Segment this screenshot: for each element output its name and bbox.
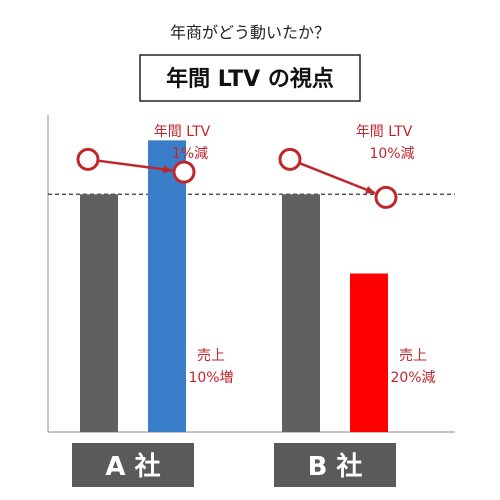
revenue-label-a-line1: 売上 <box>197 348 225 364</box>
ltv-end-marker-a <box>172 160 196 184</box>
ltv-label-a-line1: 年間 LTV <box>154 124 211 140</box>
ltv-arrow-b <box>298 161 376 195</box>
chart-subtitle: 年商がどう動いたか？ <box>170 23 330 42</box>
title-box <box>139 54 361 102</box>
revenue-label-b-line2: 20%減 <box>390 369 435 386</box>
category-label-a: A 社 <box>105 451 160 482</box>
chart-title: 年間 LTV の視点 <box>166 66 334 92</box>
category-label-b: B 社 <box>308 451 363 482</box>
revenue-label-b-line1: 売上 <box>399 348 427 364</box>
bar-a-after <box>148 140 186 433</box>
ltv-start-marker-a <box>76 147 100 171</box>
category-box-a <box>72 443 194 487</box>
ltv-arrow-a <box>97 159 174 174</box>
category-box-b <box>274 443 396 487</box>
ltv-start-marker-b <box>278 147 302 171</box>
revenue-label-a-line2: 10%増 <box>188 370 233 386</box>
ltv-label-b-line2: 10%減 <box>369 145 414 162</box>
bar-b-before <box>282 194 320 432</box>
bar-a-before <box>80 194 118 432</box>
ltv-end-marker-b <box>374 185 398 209</box>
ltv-label-a-line2: 1%減 <box>172 145 208 162</box>
ltv-label-b-line1: 年間 LTV <box>356 124 413 140</box>
bar-b-after <box>350 273 388 432</box>
